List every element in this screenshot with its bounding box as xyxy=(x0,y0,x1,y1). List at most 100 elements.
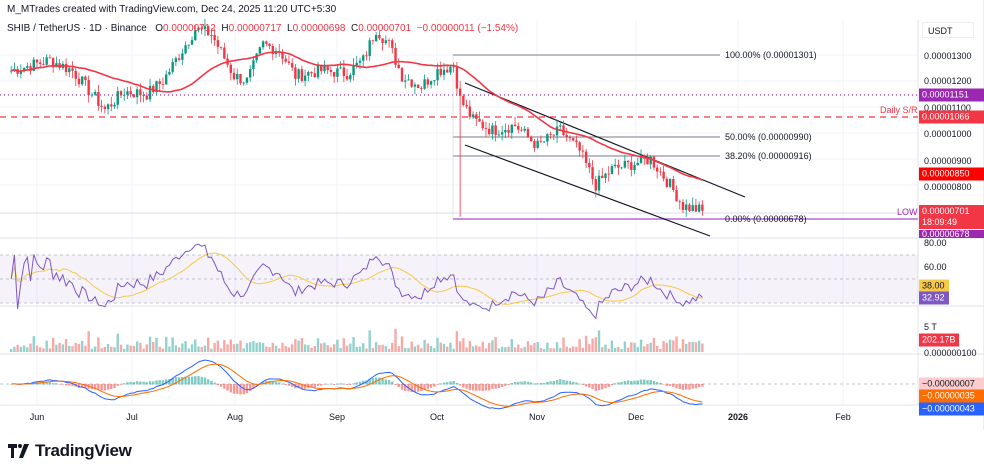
volume-bar xyxy=(449,342,452,352)
chart-canvas[interactable] xyxy=(0,0,984,430)
candle-down xyxy=(426,79,430,85)
volume-bar xyxy=(271,342,274,352)
macd-histogram-bar xyxy=(287,384,291,386)
candle-down xyxy=(462,95,465,106)
volume-bar xyxy=(413,346,417,352)
macd-histogram-bar xyxy=(303,384,307,389)
candle-down xyxy=(481,121,484,129)
candle-up xyxy=(358,60,362,63)
macd-histogram-bar xyxy=(300,384,304,390)
macd-histogram-bar xyxy=(468,384,472,391)
candle-down xyxy=(84,76,87,81)
volume-bar xyxy=(416,344,420,352)
candle-down xyxy=(378,35,381,39)
macd-histogram-bar xyxy=(345,384,349,385)
candle-down xyxy=(71,68,74,71)
macd-histogram-bar xyxy=(504,384,507,386)
candle-down xyxy=(103,106,107,109)
macd-histogram-bar xyxy=(339,383,342,385)
macd-histogram-bar xyxy=(613,383,617,385)
macd-histogram-bar xyxy=(581,384,585,385)
candle-down xyxy=(607,173,610,175)
macd-histogram-bar xyxy=(58,384,61,385)
macd-histogram-bar xyxy=(549,381,552,385)
macd-histogram-bar xyxy=(139,381,142,385)
rsi-badge: 32.92 xyxy=(919,291,949,305)
candle-down xyxy=(265,41,268,44)
macd-histogram-bar xyxy=(555,379,559,385)
candle-down xyxy=(571,138,575,141)
candle-down xyxy=(110,104,113,107)
macd-histogram-bar xyxy=(203,377,207,385)
candle-down xyxy=(345,75,349,80)
macd-histogram-bar xyxy=(643,379,646,385)
macd-histogram-bar xyxy=(271,381,274,385)
volume-bar xyxy=(100,348,103,352)
candle-down xyxy=(581,150,585,152)
symbol-name[interactable]: SHIB / TetherUS · 1D · Binance xyxy=(7,23,147,34)
volume-bar xyxy=(678,348,681,352)
volume-bar xyxy=(497,348,501,352)
candle-down xyxy=(681,202,685,210)
time-label: Jun xyxy=(29,412,45,422)
volume-bar xyxy=(274,345,278,352)
macd-histogram-bar xyxy=(161,380,165,385)
volume-bar xyxy=(278,348,281,352)
macd-histogram-bar xyxy=(662,384,665,385)
volume-bar xyxy=(381,344,384,352)
candle-down xyxy=(387,40,391,42)
macd-histogram-bar xyxy=(142,381,145,385)
chart-container[interactable]: M_MTrades created with TradingView.com, … xyxy=(0,0,984,430)
macd-histogram-bar xyxy=(362,380,365,385)
macd-histogram-bar xyxy=(400,384,404,390)
macd-histogram-bar xyxy=(681,384,685,390)
candle-down xyxy=(100,105,103,107)
tradingview-logo[interactable]: TradingView xyxy=(8,441,132,461)
candle-up xyxy=(93,91,97,95)
macd-histogram-bar xyxy=(575,382,578,385)
volume-bar xyxy=(542,348,546,352)
candle-up xyxy=(165,74,168,85)
macd-histogram-bar xyxy=(610,384,614,386)
candle-down xyxy=(310,72,313,74)
macd-histogram-bar xyxy=(633,380,636,385)
candle-up xyxy=(610,166,614,174)
candle-down xyxy=(42,63,45,65)
volume-bar xyxy=(206,337,210,352)
candle-up xyxy=(148,85,152,100)
volume-bar xyxy=(529,345,533,352)
candle-down xyxy=(652,156,656,168)
macd-histogram-bar xyxy=(462,384,465,388)
high-value: 0.00000717 xyxy=(228,23,282,34)
candle-down xyxy=(268,43,271,46)
macd-histogram-bar xyxy=(284,384,287,386)
currency-selector[interactable]: USDT xyxy=(922,22,974,38)
candle-up xyxy=(429,81,433,85)
volume-bar xyxy=(681,339,685,352)
volume-bar xyxy=(397,346,400,352)
volume-bar xyxy=(358,346,362,352)
candle-up xyxy=(352,65,355,76)
volume-bar xyxy=(248,342,252,352)
candle-down xyxy=(129,91,132,95)
macd-histogram-bar xyxy=(449,381,452,385)
candle-up xyxy=(261,41,265,48)
candle-up xyxy=(210,35,213,36)
candle-up xyxy=(685,204,688,210)
time-label: Nov xyxy=(528,412,546,422)
macd-histogram-bar xyxy=(355,382,358,385)
volume-bar xyxy=(378,344,381,352)
macd-histogram-bar xyxy=(219,384,223,387)
candle-down xyxy=(39,62,42,64)
volume-bar xyxy=(536,342,539,352)
candle-up xyxy=(355,62,358,66)
volume-bar xyxy=(607,348,610,352)
volume-bar xyxy=(26,347,29,352)
volume-bar xyxy=(223,339,226,352)
volume-bar xyxy=(555,342,559,352)
macd-histogram-bar xyxy=(126,382,129,385)
macd-histogram-bar xyxy=(597,384,601,391)
candle-up xyxy=(500,132,504,135)
candle-down xyxy=(694,205,698,212)
macd-line-badge: −0.00000043 xyxy=(919,402,984,416)
